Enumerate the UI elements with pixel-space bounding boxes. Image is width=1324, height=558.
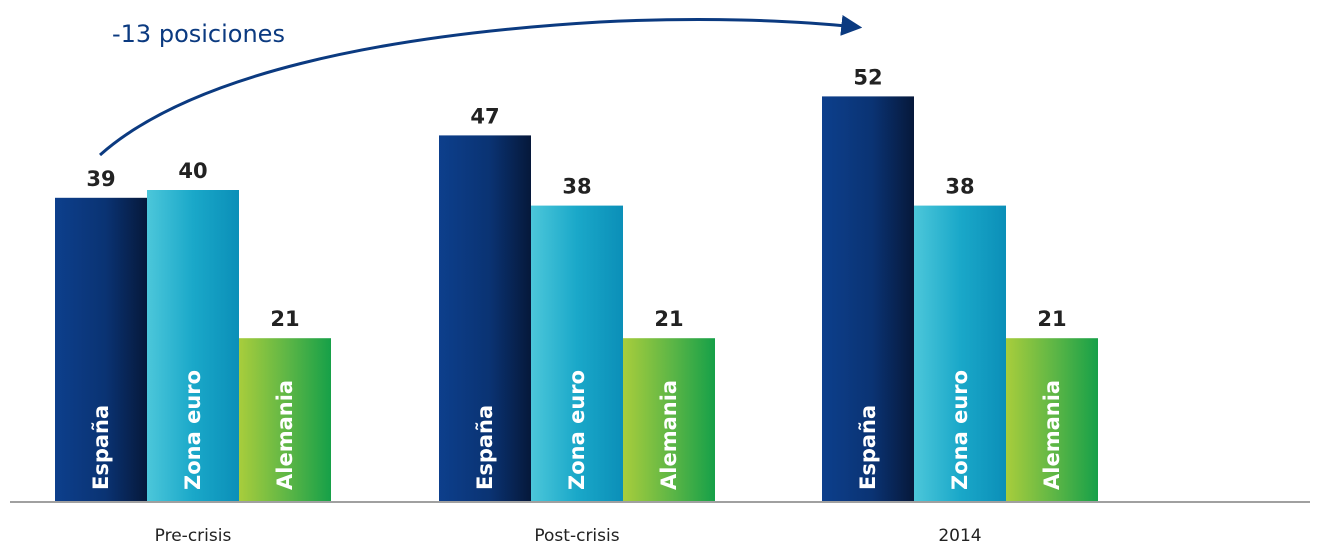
bars-group <box>55 96 1098 503</box>
bar-series-label-espana-3: España <box>856 405 880 490</box>
value-label-espana-3: 52 <box>853 65 882 89</box>
bar-series-label-alemania-1: Alemania <box>273 380 297 490</box>
value-label-alemania-1: 21 <box>270 307 299 331</box>
bar-series-label-espana-1: España <box>89 405 113 490</box>
value-label-zona-euro-1: 40 <box>178 159 207 183</box>
bar-espana-1 <box>55 197 147 503</box>
bar-series-label-zona-euro-2: Zona euro <box>565 370 589 490</box>
category-labels-group: Pre-crisis Post-crisis 2014 <box>155 526 982 546</box>
bar-series-label-alemania-3: Alemania <box>1040 380 1064 490</box>
bar-series-label-espana-2: España <box>473 405 497 490</box>
bar-alemania-3 <box>1006 338 1098 502</box>
bar-espana-2 <box>439 135 531 502</box>
value-label-alemania-3: 21 <box>1037 307 1066 331</box>
series-labels-group: España Zona euro Alemania España Zona euro Al… <box>89 370 1064 490</box>
category-label-2: Post-crisis <box>534 526 619 546</box>
bar-series-label-zona-euro-3: Zona euro <box>948 370 972 490</box>
bar-zona-euro-2 <box>531 205 623 502</box>
bar-alemania-2 <box>623 338 715 502</box>
bar-espana-3 <box>822 96 914 503</box>
bar-zona-euro-1 <box>147 190 239 502</box>
value-label-zona-euro-3: 38 <box>945 175 974 199</box>
bar-alemania-1 <box>239 338 331 502</box>
annotation-text: -13 posiciones <box>112 20 285 48</box>
category-label-3: 2014 <box>938 526 981 546</box>
value-label-espana-2: 47 <box>470 104 499 128</box>
category-label-1: Pre-crisis <box>155 526 232 546</box>
bar-series-label-zona-euro-1: Zona euro <box>181 370 205 490</box>
value-label-espana-1: 39 <box>86 167 115 191</box>
value-labels-group: 39 40 21 47 38 21 52 38 21 <box>86 65 1066 331</box>
bar-series-label-alemania-2: Alemania <box>657 380 681 490</box>
bar-zona-euro-3 <box>914 205 1006 502</box>
value-label-alemania-2: 21 <box>654 307 683 331</box>
value-label-zona-euro-2: 38 <box>562 175 591 199</box>
annotation-arrow <box>99 15 863 157</box>
